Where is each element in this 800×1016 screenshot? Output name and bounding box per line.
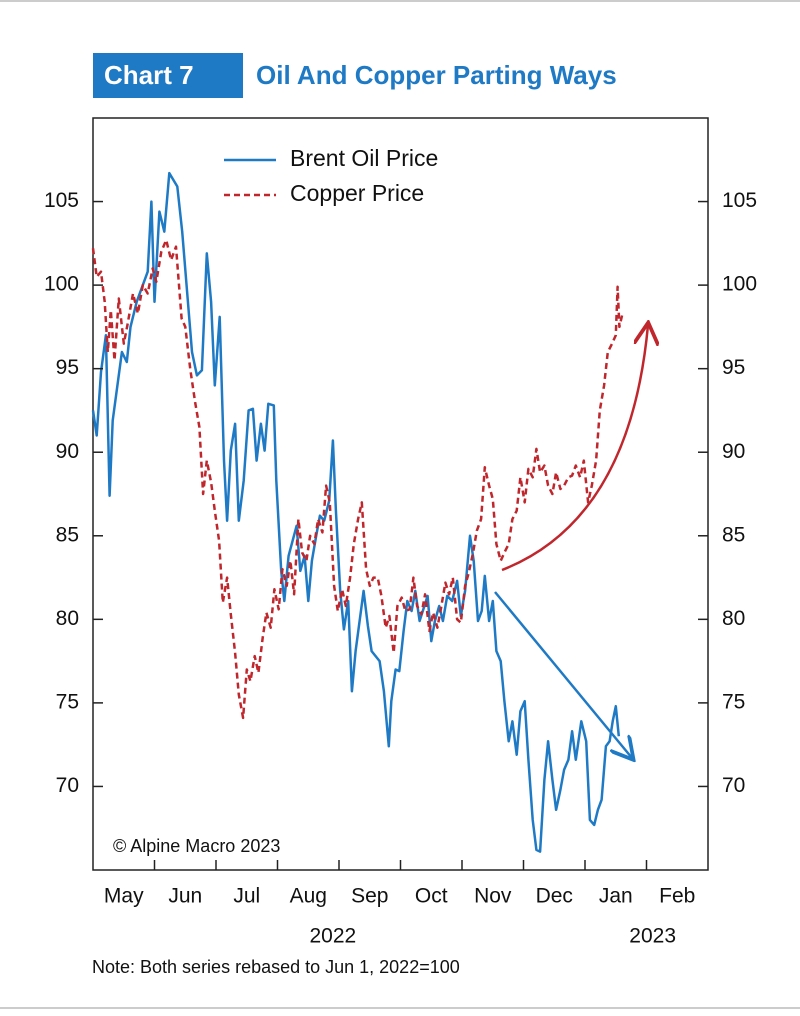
- badge-box: [93, 53, 243, 98]
- trend-arrow: [494, 591, 632, 758]
- x-tick-label: Jan: [599, 885, 633, 908]
- x-tick-label: Dec: [536, 885, 573, 908]
- chart-title: Oil And Copper Parting Ways: [256, 60, 617, 90]
- year-label: 2022: [309, 925, 356, 948]
- series-line: [91, 171, 621, 853]
- y2-tick-label: 100: [722, 273, 757, 296]
- y2-tick-label: 90: [722, 440, 745, 463]
- x-tick-label: May: [104, 885, 144, 908]
- x-tick-label: Jun: [168, 885, 202, 908]
- annotation: © Alpine Macro 2023: [113, 836, 280, 856]
- y2-tick-label: 70: [722, 774, 745, 797]
- y2-tick-label: 95: [722, 356, 745, 379]
- legend-label: Copper Price: [290, 180, 424, 206]
- y-tick-label: 80: [56, 607, 79, 630]
- y-tick-label: 85: [56, 523, 79, 546]
- x-tick-label: Oct: [415, 885, 448, 908]
- x-tick-label: Nov: [474, 885, 512, 908]
- legend-label: Brent Oil Price: [290, 145, 438, 171]
- x-tick-label: Aug: [290, 885, 327, 908]
- y-tick-label: 75: [56, 690, 79, 713]
- y2-tick-label: 105: [722, 189, 757, 212]
- y-tick-label: 90: [56, 440, 79, 463]
- y-tick-label: 100: [44, 273, 79, 296]
- trend-arrow: [501, 325, 648, 572]
- series-line: [91, 238, 624, 720]
- y2-tick-label: 85: [722, 523, 745, 546]
- y-tick-label: 95: [56, 356, 79, 379]
- y2-tick-label: 80: [722, 607, 745, 630]
- plot-frame: [92, 117, 709, 871]
- y-tick-label: 70: [56, 774, 79, 797]
- note: Note: Both series rebased to Jun 1, 2022…: [92, 957, 460, 977]
- year-label: 2023: [629, 925, 676, 948]
- y-tick-label: 105: [44, 189, 79, 212]
- y2-tick-label: 75: [722, 690, 745, 713]
- marks: [91, 171, 624, 853]
- x-tick-label: Jul: [233, 885, 260, 908]
- x-tick-label: Sep: [351, 885, 388, 908]
- x-tick-label: Feb: [659, 885, 695, 908]
- badge: Chart 7: [104, 60, 194, 90]
